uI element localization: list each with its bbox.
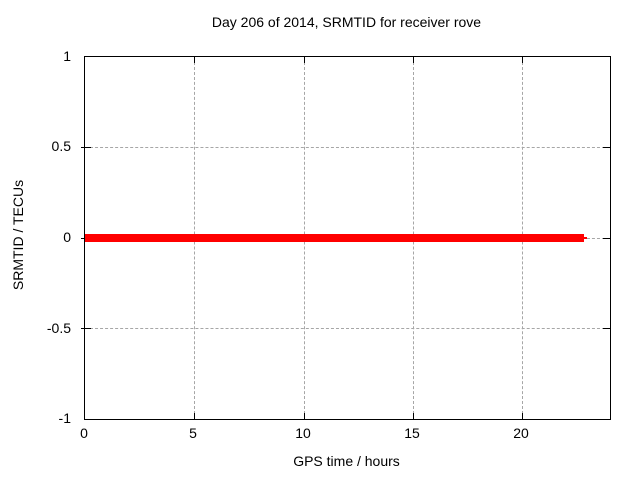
- xtick-bottom-10: [304, 413, 305, 419]
- ytick-right-0: [603, 238, 610, 239]
- gridline-ym0p5: [85, 328, 610, 329]
- xtick-top-5: [194, 57, 195, 63]
- xtick-bottom-15: [413, 413, 414, 419]
- gridline-y0p5: [85, 147, 610, 148]
- plot-area: [81, 56, 611, 420]
- ytick-right-0p5: [603, 147, 610, 148]
- xtick-top-20: [522, 57, 523, 63]
- xtick-top-15: [413, 57, 414, 63]
- y-tick-label-m1: -1: [58, 410, 71, 426]
- x-tick-label-5: 5: [189, 425, 197, 441]
- y-tick-label-1: 1: [63, 48, 71, 64]
- chart-title: Day 206 of 2014, SRMTID for receiver rov…: [211, 14, 482, 30]
- ytick-left-0p5: [81, 147, 91, 148]
- ytick-left-m0p5: [81, 328, 91, 329]
- x-tick-label-0: 0: [80, 425, 88, 441]
- series-line-srmtid-tip: [584, 237, 587, 239]
- ytick-right-m0p5: [603, 328, 610, 329]
- series-line-srmtid: [85, 234, 584, 242]
- x-tick-label-10: 10: [295, 425, 311, 441]
- xtick-bottom-20: [522, 413, 523, 419]
- xtick-bottom-5: [194, 413, 195, 419]
- y-tick-label-m0p5: -0.5: [46, 320, 71, 336]
- x-tick-label-20: 20: [513, 425, 529, 441]
- x-axis-label: GPS time / hours: [293, 453, 400, 469]
- y-tick-label-0p5: 0.5: [51, 138, 71, 154]
- xtick-top-10: [304, 57, 305, 63]
- x-tick-label-15: 15: [404, 425, 420, 441]
- y-tick-label-0: 0: [63, 229, 71, 245]
